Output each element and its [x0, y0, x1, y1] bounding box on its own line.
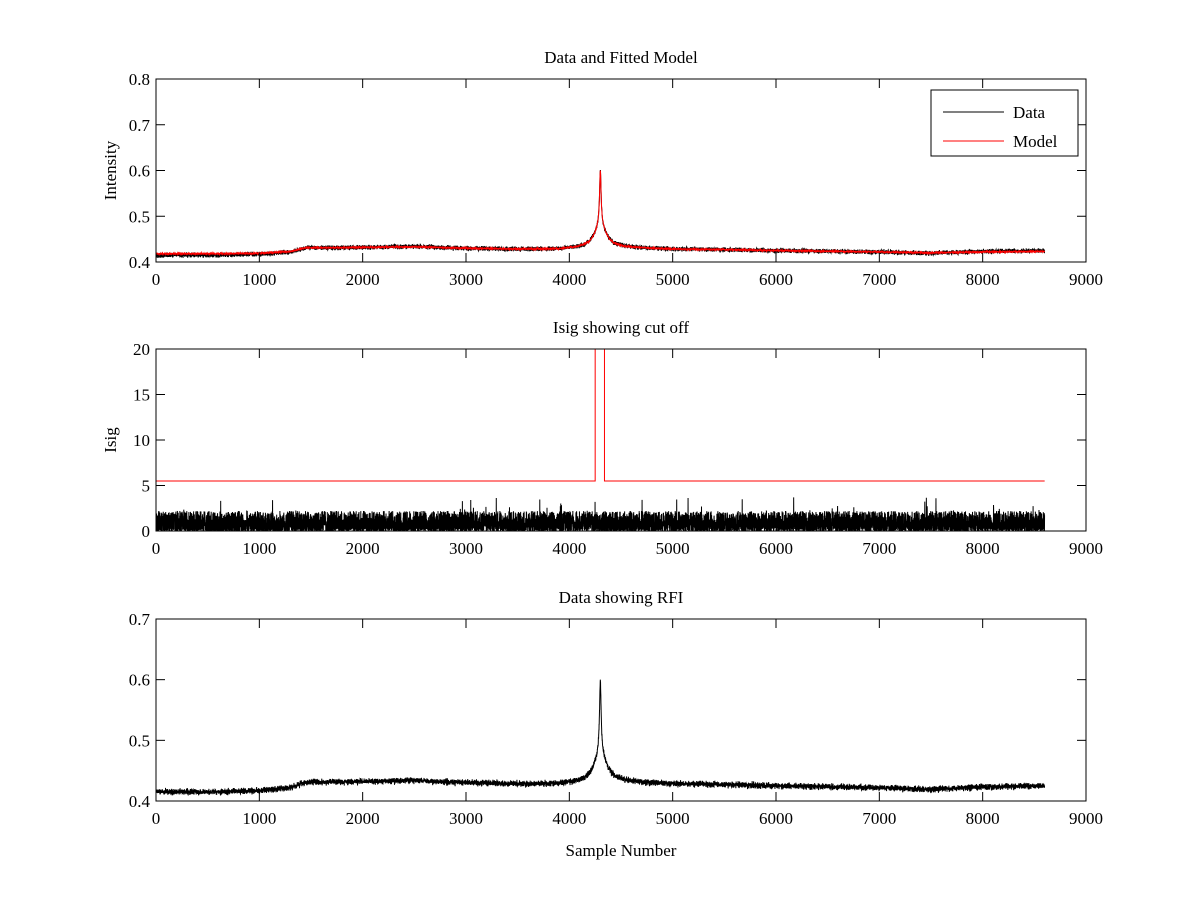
subplot-3: 0 1000 2000 3000 4000 5000 6000 7000 8000 9000 0.4…	[129, 588, 1103, 860]
x-tick-label: 0	[152, 270, 161, 289]
x-tick-label: 6000	[759, 809, 793, 828]
x-tick-label: 9000	[1069, 809, 1103, 828]
y-tick-label: 0	[142, 522, 151, 541]
plot-area	[156, 679, 1046, 796]
x-tick-label: 4000	[552, 539, 586, 558]
series-line-2	[156, 349, 1045, 482]
x-tick-label: 0	[152, 809, 161, 828]
x-tick-label: 6000	[759, 270, 793, 289]
y-tick-label: 0.4	[129, 792, 151, 811]
x-axis-label: Sample Number	[566, 841, 677, 860]
x-tick-label: 7000	[862, 270, 896, 289]
x-tick-label: 2000	[346, 270, 380, 289]
x-tick-label: 3000	[449, 539, 483, 558]
y-tick-label: 20	[133, 340, 150, 359]
series-line-1	[156, 679, 1046, 796]
y-axis-label: Intensity	[101, 140, 120, 200]
chart-title: Data and Fitted Model	[544, 48, 698, 67]
plot-area	[156, 170, 1046, 259]
x-tick-label: 5000	[656, 809, 690, 828]
chart-title: Data showing RFI	[559, 588, 684, 607]
x-tick-label: 9000	[1069, 539, 1103, 558]
x-tick-label: 7000	[862, 809, 896, 828]
x-tick-label: 9000	[1069, 270, 1103, 289]
x-tick-label: 8000	[966, 809, 1000, 828]
y-tick-label: 5	[142, 477, 151, 496]
plot-area	[156, 349, 1046, 531]
x-tick-label: 1000	[242, 539, 276, 558]
legend: Data Model	[930, 89, 1079, 157]
y-tick-label: 0.4	[129, 253, 151, 272]
y-tick-label: 0.7	[129, 116, 151, 135]
x-tick-label: 4000	[552, 270, 586, 289]
y-tick-label: 0.5	[129, 731, 150, 750]
x-tick-label: 8000	[966, 270, 1000, 289]
subplot-1: 0 1000 2000 3000 4000 5000 6000 7000 8000 9000 0.4…	[101, 48, 1103, 289]
y-axis-label: Isig	[101, 427, 120, 453]
y-tick-label: 0.6	[129, 671, 150, 690]
x-tick-label: 2000	[346, 539, 380, 558]
axes-box	[155, 348, 1087, 532]
chart-title: Isig showing cut off	[553, 318, 689, 337]
x-tick-label: 0	[152, 539, 161, 558]
x-tick-label: 6000	[759, 539, 793, 558]
y-tick-label: 0.6	[129, 162, 150, 181]
series-line-1	[156, 497, 1046, 531]
y-tick-label: 10	[133, 431, 150, 450]
x-tick-label: 7000	[862, 539, 896, 558]
x-tick-label: 4000	[552, 809, 586, 828]
legend-label-data: Data	[1013, 103, 1046, 122]
series-line-model	[156, 170, 1046, 257]
y-tick-label: 0.8	[129, 70, 150, 89]
x-tick-label: 8000	[966, 539, 1000, 558]
x-tick-label: 5000	[656, 539, 690, 558]
x-tick-label: 3000	[449, 270, 483, 289]
y-tick-label: 15	[133, 386, 150, 405]
axes-box	[155, 618, 1087, 802]
x-tick-label: 2000	[346, 809, 380, 828]
x-tick-label: 3000	[449, 809, 483, 828]
legend-label-model: Model	[1013, 132, 1058, 151]
x-tick-label: 1000	[242, 270, 276, 289]
x-tick-label: 1000	[242, 809, 276, 828]
y-tick-label: 0.7	[129, 610, 151, 629]
x-tick-label: 5000	[656, 270, 690, 289]
subplot-2: 0 1000 2000 3000 4000 5000 6000 7000 8000 9000 0 5 1…	[101, 318, 1103, 558]
y-tick-label: 0.5	[129, 207, 150, 226]
legend-box	[930, 89, 1079, 157]
